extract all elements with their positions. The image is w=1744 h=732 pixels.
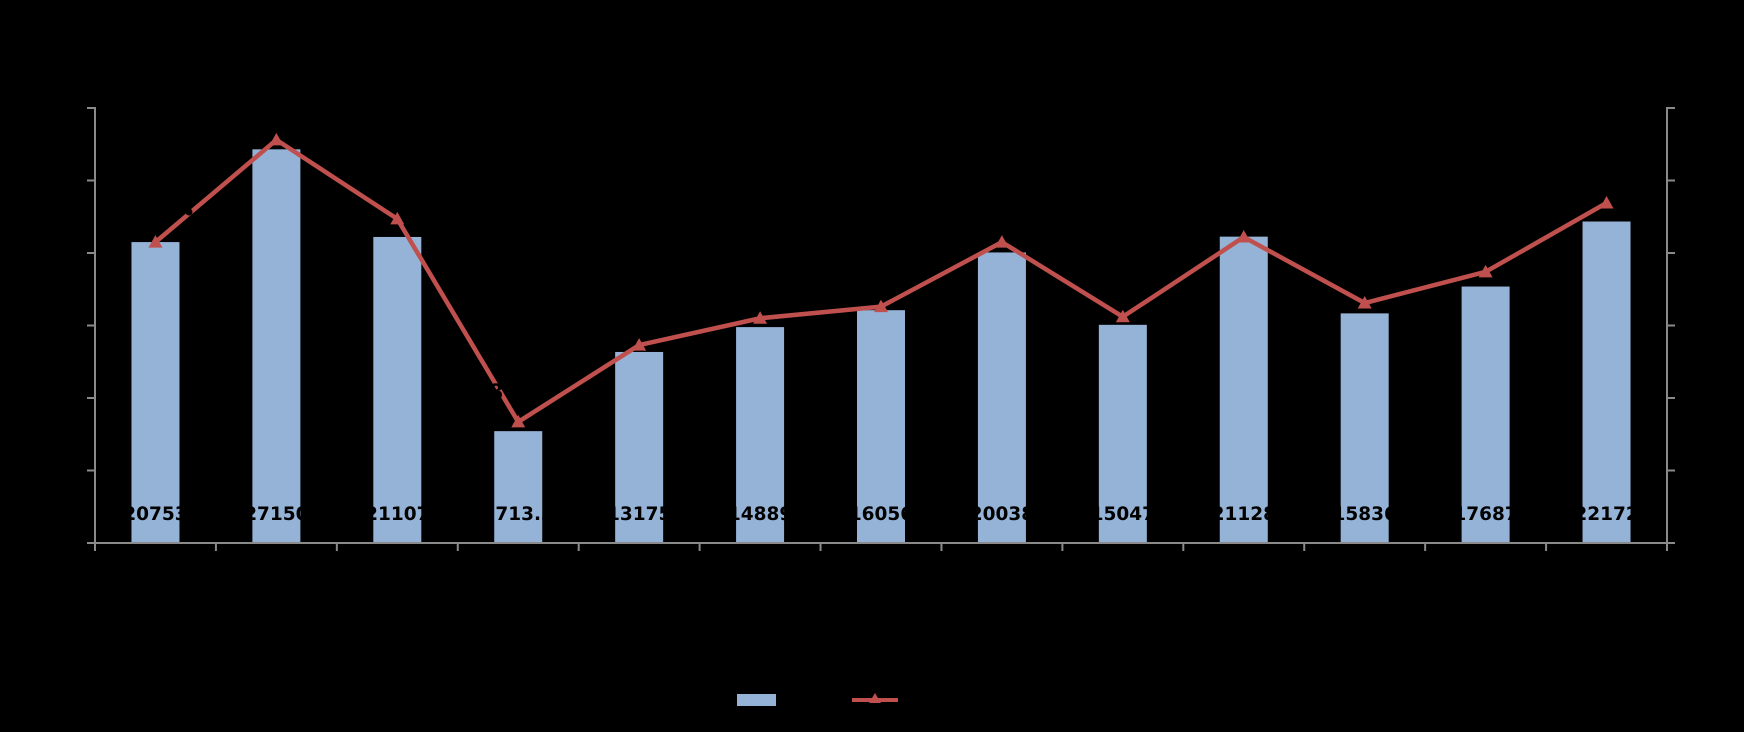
line-marker-4 bbox=[511, 414, 526, 428]
line-label-fragment-2 bbox=[185, 208, 193, 216]
bar-value-label-11: 15836 bbox=[1333, 504, 1397, 525]
line-marker-10 bbox=[1236, 230, 1251, 243]
bar-12 bbox=[1461, 286, 1510, 543]
bar-value-label-3: 21107 bbox=[365, 504, 429, 525]
line-marker-9 bbox=[1115, 309, 1130, 323]
line-marker-3 bbox=[390, 211, 405, 225]
line-marker-5 bbox=[632, 338, 647, 351]
bar-value-label-1: 20753 bbox=[123, 504, 187, 525]
bar-value-label-2: 27150 bbox=[244, 504, 308, 525]
bar-7 bbox=[857, 310, 905, 543]
chart-legend bbox=[737, 688, 962, 710]
bar-value-label-13: 22172 bbox=[1574, 504, 1638, 525]
bar-5 bbox=[615, 351, 664, 543]
line-marker-7 bbox=[874, 299, 888, 313]
bar-10 bbox=[1219, 236, 1268, 544]
bar-1 bbox=[131, 242, 180, 544]
bar-value-label-5: 13175 bbox=[607, 504, 671, 525]
bar-3 bbox=[373, 236, 422, 544]
bar-value-label-4: 7713.3 bbox=[483, 504, 554, 525]
bar-value-label-7: 16056 bbox=[849, 504, 913, 525]
bar-4 bbox=[494, 431, 543, 543]
line-marker-11 bbox=[1357, 296, 1372, 309]
line-marker-12 bbox=[1478, 264, 1493, 278]
bar-value-label-9: 15047 bbox=[1091, 504, 1155, 525]
bar-11 bbox=[1340, 313, 1389, 543]
bar-8 bbox=[977, 252, 1026, 543]
bar-6 bbox=[736, 327, 785, 543]
bar-value-label-8: 20038 bbox=[970, 504, 1034, 525]
line-marker-6 bbox=[753, 311, 768, 324]
legend-bar-swatch-icon bbox=[737, 693, 776, 706]
bar-value-label-10: 21128 bbox=[1212, 504, 1276, 525]
line-label-fragment-1: 8 bbox=[489, 380, 504, 404]
bar-value-label-6: 14889 bbox=[728, 504, 792, 525]
legend-triangle-marker-icon bbox=[869, 693, 881, 703]
legend-line-swatch-icon bbox=[852, 691, 898, 707]
line-marker-2 bbox=[269, 132, 284, 146]
line-marker-8 bbox=[994, 235, 1009, 248]
line-marker-1 bbox=[148, 235, 163, 248]
legend-line-label bbox=[906, 690, 962, 708]
bar-2 bbox=[252, 149, 301, 543]
bar-value-label-12: 17687 bbox=[1453, 504, 1517, 525]
bar-9 bbox=[1098, 324, 1147, 543]
bar-13 bbox=[1582, 221, 1631, 544]
line-marker-13 bbox=[1599, 195, 1614, 209]
legend-bar-label bbox=[784, 690, 840, 708]
